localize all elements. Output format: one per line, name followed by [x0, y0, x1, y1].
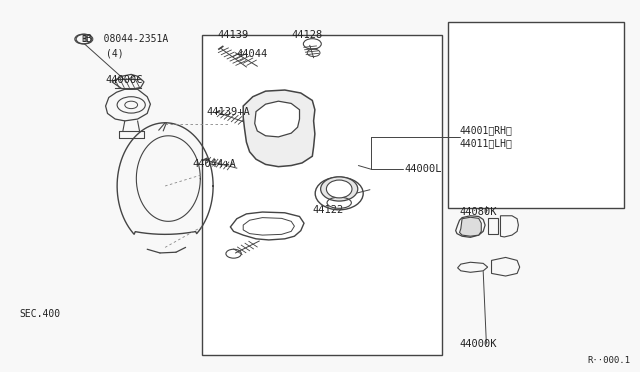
Text: SEC.400: SEC.400: [19, 310, 60, 319]
Text: 44000L: 44000L: [404, 164, 442, 174]
Text: 44139: 44139: [218, 31, 249, 40]
Text: B: B: [82, 35, 87, 44]
Text: 44080K: 44080K: [460, 207, 497, 217]
Ellipse shape: [321, 177, 358, 201]
Text: B  08044-2351A: B 08044-2351A: [86, 34, 169, 44]
Text: 44044+A: 44044+A: [192, 160, 236, 169]
Text: 44001〈RH〉: 44001〈RH〉: [460, 125, 513, 135]
Bar: [202, 35, 442, 355]
Polygon shape: [243, 90, 315, 167]
Text: (4): (4): [106, 49, 124, 59]
Bar: [448, 22, 624, 208]
Text: 44122: 44122: [312, 205, 344, 215]
Text: 44000C: 44000C: [106, 75, 143, 85]
Ellipse shape: [326, 180, 352, 198]
Text: 44128: 44128: [291, 31, 323, 40]
Text: 44000K: 44000K: [460, 339, 497, 349]
Text: R··000.1: R··000.1: [588, 356, 630, 365]
Text: B: B: [81, 35, 86, 44]
Polygon shape: [460, 217, 481, 236]
Text: 44139+A: 44139+A: [206, 107, 250, 116]
Text: 44011〈LH〉: 44011〈LH〉: [460, 138, 513, 148]
Polygon shape: [255, 101, 300, 137]
Text: 44044: 44044: [237, 49, 268, 59]
